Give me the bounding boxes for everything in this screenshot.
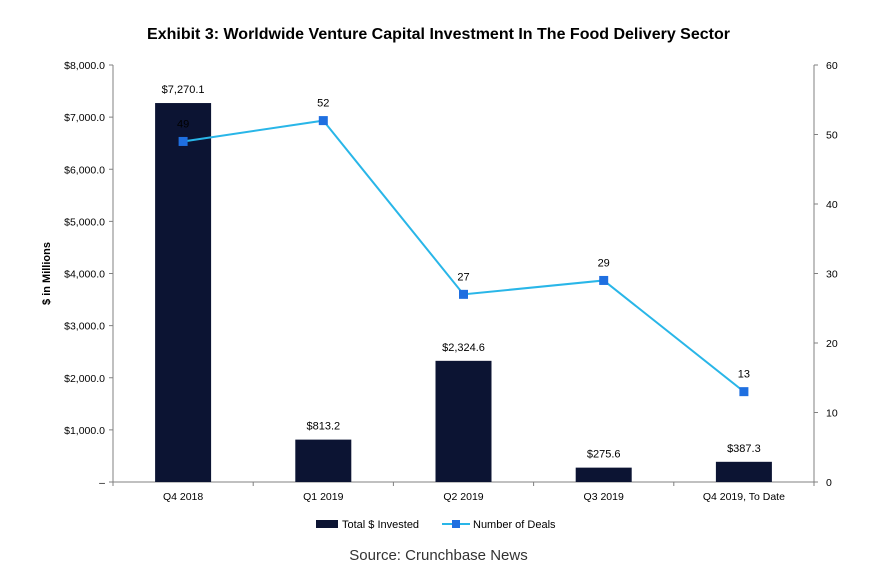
y-tick-label-right: 50 (826, 130, 838, 142)
deal-count-label: 49 (177, 118, 189, 130)
deal-count-label: 13 (738, 369, 750, 381)
y-tick-label-left: $8,000.0 (64, 60, 105, 72)
legend-label-deals: Number of Deals (473, 519, 556, 531)
y-tick-label-left: $2,000.0 (64, 373, 105, 385)
x-tick-label: Q4 2019, To Date (703, 491, 785, 503)
y-tick-label-left: $6,000.0 (64, 164, 105, 176)
line-point (599, 275, 609, 285)
bar (295, 439, 352, 482)
deal-count-label: 29 (598, 257, 610, 269)
bar (575, 467, 632, 482)
legend-marker-deals (452, 520, 460, 528)
bar-value-label: $387.3 (727, 443, 761, 455)
deal-count-label: 27 (457, 271, 469, 283)
bar-value-label: $7,270.1 (162, 84, 205, 96)
line-point (739, 387, 749, 397)
deal-count-label: 52 (317, 98, 329, 110)
bar (715, 461, 772, 482)
y-tick-label-right: 0 (826, 477, 832, 489)
y-tick-label-left: $7,000.0 (64, 112, 105, 124)
chart-title: Exhibit 3: Worldwide Venture Capital Inv… (147, 26, 730, 43)
bar-value-label: $2,324.6 (442, 342, 485, 354)
bar-value-label: $813.2 (306, 421, 340, 433)
y-tick-label-right: 10 (826, 408, 838, 420)
x-tick-label: Q2 2019 (443, 491, 483, 503)
y-tick-label-right: 40 (826, 199, 838, 211)
line-point (178, 136, 188, 146)
y-tick-label-left: $1,000.0 (64, 425, 105, 437)
legend-swatch-total-invested (316, 520, 338, 528)
y-axis-title: $ in Millions (41, 242, 53, 305)
y-tick-label-left: $5,000.0 (64, 216, 105, 228)
y-tick-label-left: $4,000.0 (64, 269, 105, 281)
y-tick-label-left: – (99, 477, 105, 489)
line-point (318, 116, 328, 126)
bar-value-label: $275.6 (587, 449, 621, 461)
legend-label-total-invested: Total $ Invested (342, 519, 419, 531)
bar (435, 360, 492, 482)
y-tick-label-right: 20 (826, 338, 838, 350)
x-tick-label: Q4 2018 (163, 491, 203, 503)
y-tick-label-right: 60 (826, 60, 838, 72)
y-tick-label-right: 30 (826, 269, 838, 281)
x-tick-label: Q1 2019 (303, 491, 343, 503)
bar (155, 103, 212, 483)
source-note: Source: Crunchbase News (349, 547, 528, 564)
x-tick-label: Q3 2019 (584, 491, 624, 503)
line-point (459, 289, 468, 299)
y-tick-label-left: $3,000.0 (64, 321, 105, 333)
